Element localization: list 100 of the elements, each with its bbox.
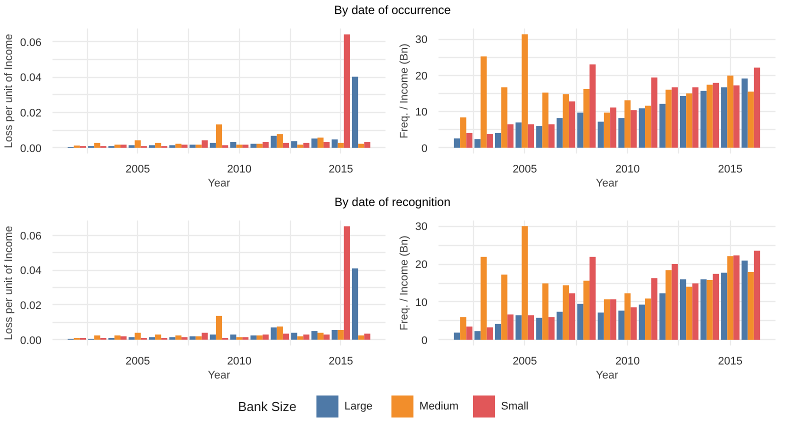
chart-title: By date of recognition xyxy=(334,194,451,211)
y-axis-title: Loss per unit of Income xyxy=(3,226,16,340)
bar xyxy=(352,76,358,148)
bar xyxy=(501,87,508,148)
x-axis-title: Year xyxy=(208,178,230,190)
y-tick-label: 0.04 xyxy=(20,72,42,84)
y-tick-label: 0.06 xyxy=(20,36,42,49)
bar xyxy=(659,293,666,340)
legend-label: Small xyxy=(501,400,529,412)
bar xyxy=(324,142,330,148)
bar xyxy=(270,136,277,148)
bar xyxy=(364,142,370,148)
bar xyxy=(706,84,713,148)
bar xyxy=(522,34,528,148)
bar xyxy=(742,260,748,340)
bar xyxy=(604,112,610,148)
bar xyxy=(181,144,188,148)
bar xyxy=(317,332,324,340)
bar xyxy=(651,77,658,148)
bar xyxy=(262,142,269,148)
bar xyxy=(276,134,283,148)
bar xyxy=(721,272,728,340)
bar xyxy=(210,334,216,340)
bar xyxy=(516,315,522,340)
bar xyxy=(556,312,563,340)
bar xyxy=(624,100,631,148)
bar xyxy=(303,334,310,340)
bar xyxy=(155,334,162,340)
bar xyxy=(474,331,481,340)
bar xyxy=(454,138,460,148)
x-tick-label: 2005 xyxy=(512,356,538,368)
bar xyxy=(686,93,692,148)
bar xyxy=(114,335,121,340)
bar xyxy=(692,87,698,148)
bar xyxy=(542,92,548,148)
y-tick-label: 20 xyxy=(415,259,428,272)
bar xyxy=(222,145,228,148)
bar xyxy=(120,144,127,148)
x-axis-title: Year xyxy=(596,178,618,190)
bar xyxy=(94,335,100,340)
bar xyxy=(528,315,534,340)
bar xyxy=(364,334,370,340)
bar xyxy=(202,140,208,148)
bar xyxy=(700,279,707,340)
bar xyxy=(190,144,196,148)
x-tick-label: 2015 xyxy=(328,164,354,176)
bar xyxy=(94,142,100,148)
y-axis-title: Freq. / Income (Bn) xyxy=(398,236,410,330)
bar xyxy=(733,255,740,340)
bar xyxy=(256,144,263,148)
bar xyxy=(202,332,208,340)
x-tick-label: 2015 xyxy=(718,164,743,176)
bar xyxy=(190,336,196,340)
bar xyxy=(727,256,734,340)
bar xyxy=(590,256,596,340)
bar xyxy=(590,64,596,148)
bar xyxy=(624,293,631,340)
y-tick-label: 10 xyxy=(415,296,428,309)
bar xyxy=(610,299,616,340)
y-tick-label: 30 xyxy=(415,34,428,46)
bar xyxy=(344,226,350,340)
bar xyxy=(706,280,713,340)
bar xyxy=(501,274,508,340)
bar xyxy=(700,90,707,148)
bar xyxy=(358,144,364,148)
x-tick-label: 2010 xyxy=(227,164,252,176)
bar xyxy=(352,268,358,340)
bar xyxy=(216,316,222,340)
bar xyxy=(230,334,236,340)
bar xyxy=(672,264,678,340)
x-tick-label: 2005 xyxy=(126,356,150,368)
y-axis-title: Freq. / Income (Bn) xyxy=(398,44,410,138)
bar xyxy=(742,78,748,148)
bar xyxy=(148,337,156,340)
bar xyxy=(338,142,344,148)
bar xyxy=(256,335,263,340)
bar xyxy=(645,298,652,340)
bar xyxy=(332,139,338,148)
y-tick-label: 0.04 xyxy=(20,265,42,278)
legend-title: Bank Size xyxy=(238,399,297,414)
bar xyxy=(262,334,269,340)
bar xyxy=(577,112,584,148)
bar xyxy=(516,122,522,148)
bar xyxy=(536,126,542,148)
bar xyxy=(454,332,460,340)
bar xyxy=(230,142,236,148)
bar xyxy=(495,324,502,340)
bar xyxy=(210,142,216,148)
legend-label: Medium xyxy=(419,400,459,412)
y-tick-label: 0 xyxy=(421,142,428,155)
y-tick-label: 0.00 xyxy=(20,142,42,155)
bar xyxy=(291,141,298,148)
bar xyxy=(651,278,658,340)
y-tick-label: 0.02 xyxy=(20,108,42,120)
bar xyxy=(630,307,637,340)
bar xyxy=(175,144,182,148)
y-tick-label: 0.06 xyxy=(20,230,42,242)
bar xyxy=(344,34,350,148)
bar xyxy=(134,140,141,148)
bar xyxy=(282,334,290,340)
